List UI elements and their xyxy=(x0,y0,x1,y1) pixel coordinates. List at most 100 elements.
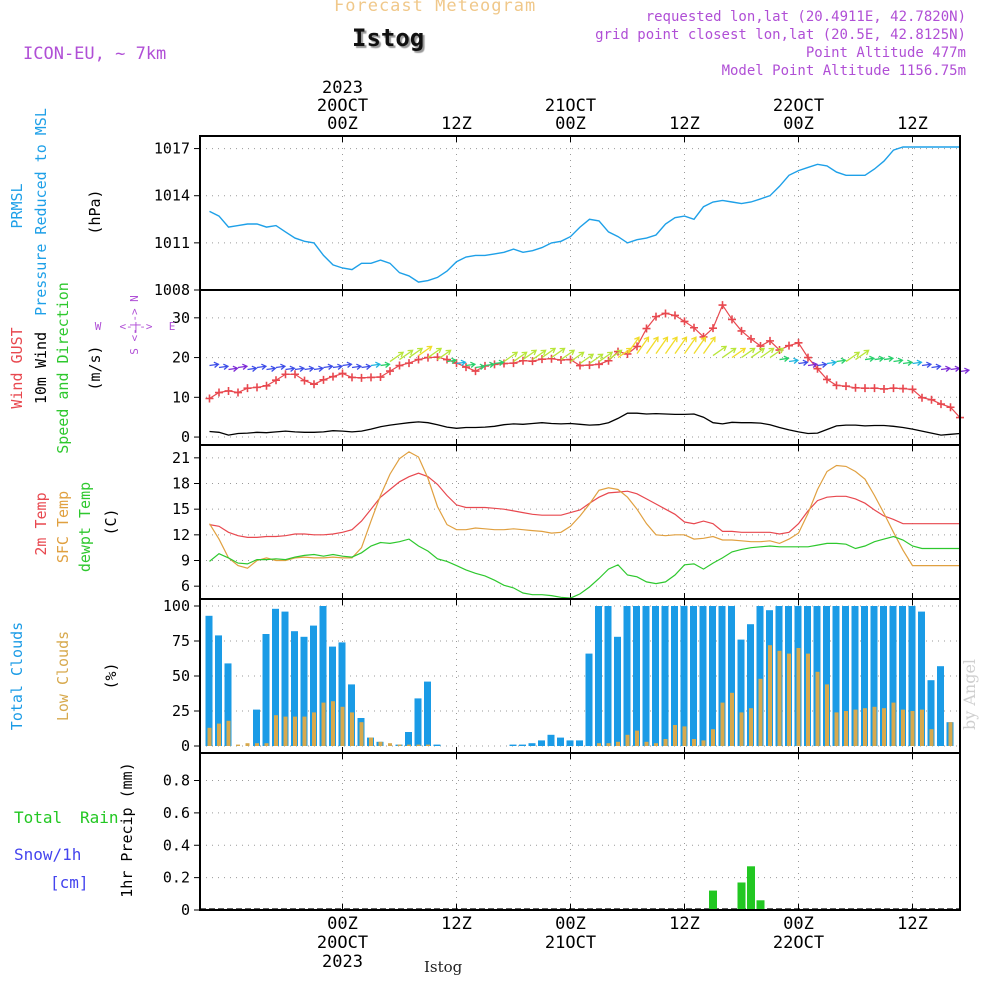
total-cloud-bar xyxy=(338,642,346,746)
low-cloud-bar xyxy=(777,650,782,746)
wind-speed-line xyxy=(209,412,961,436)
wind-arrow-head xyxy=(869,355,876,363)
wind-arrow-shaft xyxy=(664,336,678,354)
total-cloud-bar xyxy=(747,624,754,746)
compass-e-label: E xyxy=(169,320,176,333)
wind-arrow-head xyxy=(783,355,790,363)
station-title: Istog xyxy=(352,24,425,52)
wind-arrow-shaft xyxy=(237,365,248,369)
wind-arrow-shaft xyxy=(484,363,495,367)
gust-point xyxy=(357,373,366,382)
gust-point xyxy=(310,380,318,389)
temp-unit-label: (C) xyxy=(102,508,120,535)
total-cloud-bar xyxy=(709,606,716,746)
wind-arrow-head xyxy=(691,336,697,343)
gust-point xyxy=(367,373,375,382)
low-cloud-bar xyxy=(635,730,639,746)
wind-arrow-head xyxy=(489,361,496,368)
low-cloud-bar xyxy=(872,706,877,746)
low-cloud-bar xyxy=(796,648,801,746)
low-cloud-bar xyxy=(369,737,373,746)
wind-arrow-shaft xyxy=(779,357,789,361)
panel-frame xyxy=(199,752,961,911)
rain-bar xyxy=(737,882,746,910)
total-cloud-bar xyxy=(889,606,897,746)
wind-arrow xyxy=(693,336,707,354)
total-cloud-bar xyxy=(690,606,697,746)
wind-arrow-shaft xyxy=(342,363,352,367)
wind-arrow xyxy=(836,357,847,365)
gust-point xyxy=(291,370,299,379)
wind-arrow xyxy=(380,361,391,368)
ytick-label: 0.6 xyxy=(163,804,190,822)
ytick-label: 50 xyxy=(172,667,190,685)
wind-arrow-head xyxy=(407,349,414,356)
pressure-name-label: Pressure Reduced to MSL xyxy=(32,108,50,316)
wind-arrow xyxy=(218,363,230,370)
ytick-label: 0 xyxy=(181,428,190,446)
low-cloud-bar xyxy=(882,708,886,746)
gust-point xyxy=(908,385,917,394)
gust-point xyxy=(462,363,470,372)
wind-arrow-shaft xyxy=(636,336,650,354)
wind-arrow-head xyxy=(681,336,688,343)
low-cloud-bar xyxy=(331,701,335,746)
wind-arrow-head xyxy=(261,363,268,370)
wind-arrow-head xyxy=(672,336,678,343)
low-cloud-bar xyxy=(625,734,630,746)
ytick-label: 25 xyxy=(172,702,190,720)
gust-point xyxy=(927,395,936,404)
total-cloud-bar xyxy=(633,606,640,746)
wind-arrow-head xyxy=(550,347,557,354)
low-cloud-bar xyxy=(426,744,430,746)
wind-arrow xyxy=(608,349,623,361)
wind-arrow-shaft xyxy=(465,363,476,367)
gust-point xyxy=(946,403,955,412)
wind-arrow xyxy=(760,347,775,359)
bottom-time-label: 12Z xyxy=(441,914,472,934)
wind-arrow-shaft xyxy=(845,351,860,363)
wind-arrow-head xyxy=(916,359,923,367)
wind-arrow xyxy=(874,355,885,363)
total-cloud-bar xyxy=(870,606,878,746)
low-cloud-bar xyxy=(264,743,269,746)
wind-arrow-head xyxy=(270,365,277,372)
wind-arrow-head xyxy=(578,351,585,358)
total-cloud-bar xyxy=(937,666,944,746)
wind-arrow-head xyxy=(710,336,716,343)
gust-point xyxy=(595,360,603,369)
wind-arrow-shaft xyxy=(940,367,951,371)
wind-arrow-head xyxy=(356,363,363,370)
wind-arrow-head xyxy=(588,353,595,360)
wind-arrow-head xyxy=(840,357,847,365)
wind-arrow-head xyxy=(445,349,452,356)
wind-arrow-shaft xyxy=(332,365,343,369)
wind-arrow xyxy=(798,359,809,367)
wind-gust-label: Wind GUST xyxy=(8,327,26,408)
wind-arrow-shaft xyxy=(532,349,546,361)
low-cloud-bar xyxy=(863,708,867,746)
ytick-label: 21 xyxy=(172,449,190,467)
wind-arrow-shaft xyxy=(855,349,869,361)
gust-point xyxy=(414,355,423,364)
bottom-time-label: 22OCT xyxy=(773,933,824,953)
wind-arrow xyxy=(579,353,595,365)
gust-point xyxy=(557,355,565,364)
gust-point xyxy=(224,386,233,395)
total-cloud-bar xyxy=(405,732,412,746)
wind-arrow-head xyxy=(643,336,650,343)
gust-point xyxy=(319,375,328,384)
wind-arrow-head xyxy=(749,347,756,354)
bottom-time-label: 21OCT xyxy=(545,933,596,953)
wind-arrow-shaft xyxy=(750,347,765,359)
wind-arrow-shaft xyxy=(788,359,799,363)
low-cloud-bar xyxy=(787,653,791,746)
wind-arrow xyxy=(237,363,249,370)
gust-point xyxy=(528,357,537,366)
gust-point xyxy=(851,383,860,392)
wind-arrow xyxy=(456,359,467,367)
wind-arrow xyxy=(494,359,505,367)
gust-point xyxy=(718,301,727,310)
wind-arrow xyxy=(940,365,952,372)
